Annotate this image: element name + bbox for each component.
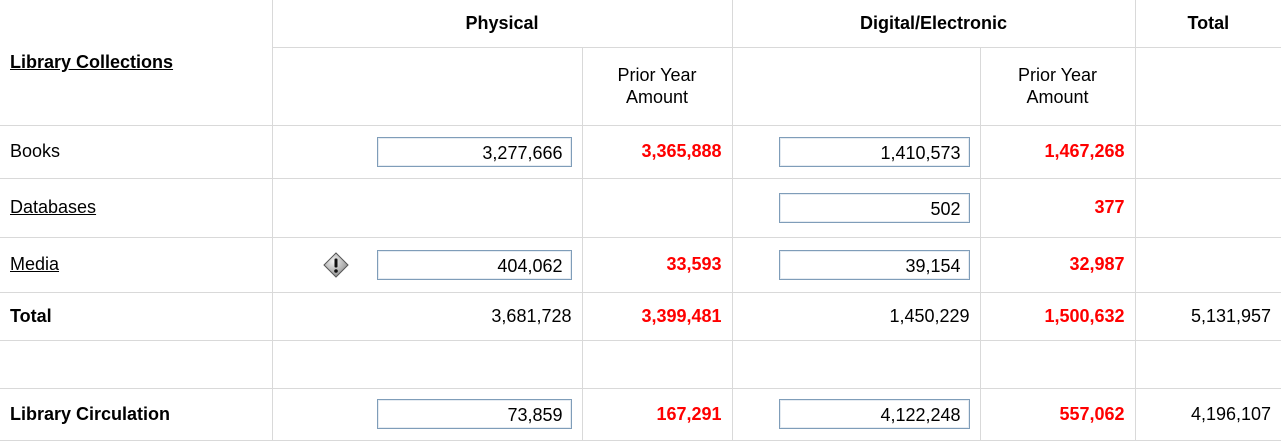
physical-header: Physical [271,0,733,48]
total-value [1134,236,1281,293]
prior-value: 1,467,268 [979,124,1136,179]
prior-value [979,339,1136,389]
value-cell [271,339,583,389]
prior-value: 3,399,481 [581,291,733,341]
total-value [1134,339,1281,389]
value-cell: 1,410,573 [731,124,981,179]
value-cell: 502 [731,177,981,238]
data-row: Books 3,277,666 3,365,888 1,410,573 1,467,26… [0,124,1281,179]
total-value: 5,131,957 [1134,291,1281,341]
blank [272,46,583,126]
data-row: Media 404,062 33,593 39,154 32,987 [0,236,1281,293]
total-header: Total [1134,0,1281,48]
data-row: Total 3,681,728 3,399,481 1,450,229 1,500,63… [0,291,1281,341]
value-cell [731,339,981,389]
value-input[interactable]: 404,062 [376,249,572,280]
row-label-header[interactable]: Library Collections [0,0,273,126]
value-cell: 1,450,229 [731,291,981,341]
prior-header: Prior Year Amount [617,65,697,107]
prior-value [581,339,733,389]
blank [1134,46,1281,126]
data-row: Databases 502 377 [0,177,1281,238]
value-input[interactable]: 39,154 [778,249,970,280]
data-row [0,339,1281,389]
value-cell: 3,681,728 [271,291,583,341]
row-label [0,339,273,389]
prior-value [581,177,733,238]
prior-value: 1,500,632 [979,291,1136,341]
prior-header-cell: Prior Year Amount [581,46,733,126]
row-label[interactable]: Media [0,236,273,293]
row-label[interactable]: Databases [0,177,273,238]
total-value [1134,177,1281,238]
prior-value: 377 [979,177,1136,238]
total-value: 4,196,107 [1134,387,1281,441]
value-input[interactable]: 502 [778,192,970,223]
row-label: Library Circulation [0,387,273,441]
row-label: Total [0,291,273,341]
value-cell [271,177,583,238]
total-value [1134,124,1281,179]
value-input[interactable]: 3,277,666 [376,136,572,167]
value-input[interactable]: 1,410,573 [778,136,970,167]
warning-icon[interactable] [322,251,349,278]
row-label: Books [0,124,273,179]
blank [731,46,981,126]
header-row: Library Collections Physical Digital/Ele… [0,0,1281,126]
data-row: Library Circulation 73,859 167,291 4,122,24… [0,387,1281,441]
prior-header-cell: Prior Year Amount [979,46,1136,126]
value-cell: 73,859 [271,387,583,441]
prior-header: Prior Year Amount [1017,65,1098,107]
value-cell: 404,062 [271,236,583,293]
value-cell: 4,122,248 [731,387,981,441]
value-input[interactable]: 73,859 [376,399,572,429]
value-cell: 39,154 [731,236,981,293]
prior-value: 3,365,888 [581,124,733,179]
value-input[interactable]: 4,122,248 [778,399,970,429]
prior-value: 557,062 [979,387,1136,441]
prior-value: 33,593 [581,236,733,293]
value-cell: 3,277,666 [271,124,583,179]
prior-value: 32,987 [979,236,1136,293]
digital-header: Digital/Electronic [731,0,1136,48]
prior-value: 167,291 [581,387,733,441]
